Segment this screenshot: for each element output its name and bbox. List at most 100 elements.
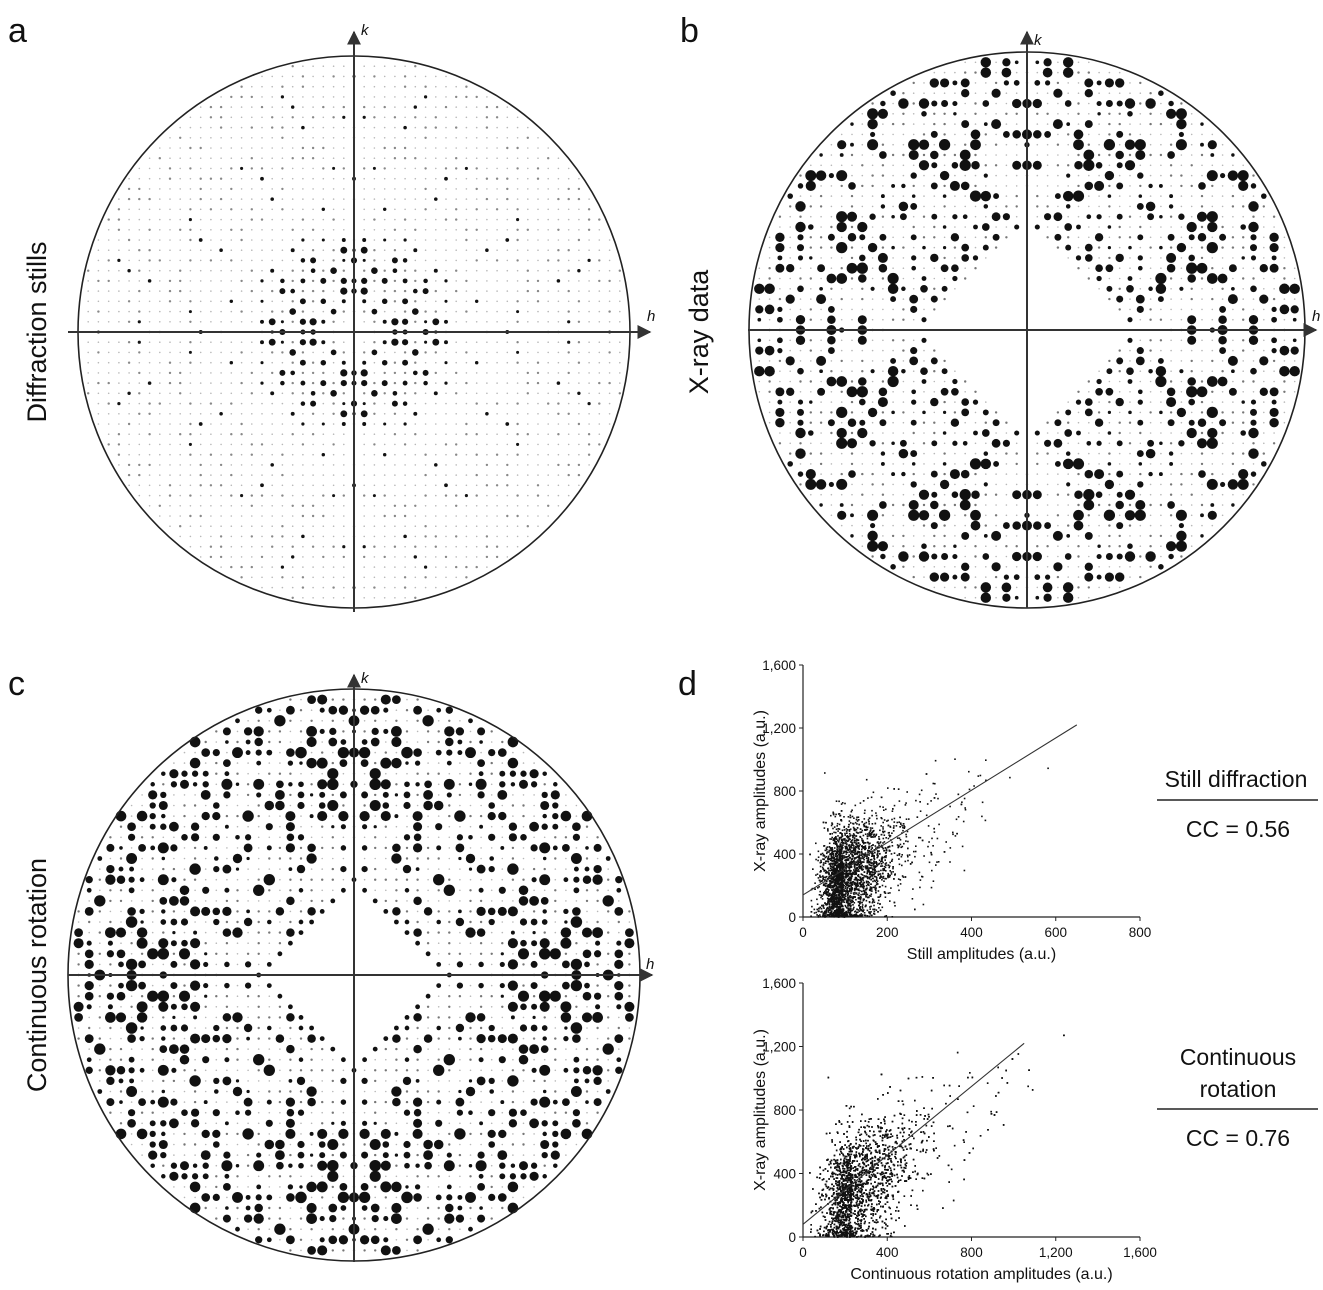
- spot: [952, 275, 958, 282]
- spot-weak: [598, 392, 601, 395]
- spot-weak: [516, 382, 519, 384]
- spot-weak: [445, 351, 447, 354]
- spot: [953, 544, 957, 548]
- spot-weak: [230, 137, 233, 139]
- spot-weak: [251, 361, 253, 364]
- spot-weak: [199, 280, 202, 282]
- spot-faint: [465, 351, 468, 354]
- spot: [105, 874, 116, 885]
- spot: [850, 513, 854, 518]
- spot-weak: [537, 341, 539, 344]
- spot: [119, 846, 123, 850]
- spot-weak: [435, 85, 437, 88]
- spot-weak: [343, 208, 345, 211]
- spot: [266, 1237, 272, 1243]
- spot-weak: [1015, 92, 1018, 94]
- spot-faint: [953, 411, 957, 414]
- spot: [1237, 170, 1249, 182]
- spot-weak: [954, 370, 956, 373]
- spot-weak: [322, 566, 325, 568]
- spot-map-b: [754, 57, 1300, 603]
- spot-weak: [527, 321, 529, 323]
- spot: [235, 1226, 240, 1232]
- spot: [235, 718, 240, 724]
- spot-weak: [424, 249, 427, 251]
- spot-weak: [383, 157, 386, 159]
- spot-weak: [1036, 566, 1039, 568]
- spot-weak: [1252, 308, 1255, 311]
- spot-weak: [220, 229, 222, 231]
- spot-faint: [881, 215, 885, 218]
- spot-weak: [343, 474, 345, 476]
- spot-weak: [130, 804, 133, 807]
- spot-weak: [527, 453, 529, 456]
- spot-weak: [261, 208, 263, 211]
- spot-weak: [220, 515, 222, 517]
- spot: [117, 258, 121, 263]
- spot-weak: [608, 259, 611, 262]
- spot-weak: [1211, 205, 1214, 208]
- spot-faint: [1252, 174, 1255, 177]
- spot-faint: [403, 514, 407, 518]
- spot-weak: [892, 308, 894, 311]
- spot: [383, 422, 387, 426]
- spot: [1032, 551, 1042, 562]
- spot-weak: [373, 423, 376, 425]
- spot: [310, 400, 317, 407]
- spot-faint: [291, 65, 294, 68]
- spot-weak: [1211, 463, 1214, 465]
- spot-faint: [168, 484, 172, 487]
- spot-weak: [1149, 391, 1152, 393]
- spot-weak: [179, 147, 181, 149]
- spot-weak: [1118, 586, 1121, 589]
- spot-weak: [226, 1090, 228, 1093]
- spot-faint: [199, 146, 202, 150]
- spot-weak: [1129, 535, 1131, 537]
- spot: [1127, 276, 1133, 281]
- spot: [105, 1065, 116, 1076]
- spot: [260, 176, 264, 181]
- spot-weak: [799, 195, 802, 197]
- spot-faint: [383, 494, 386, 497]
- spot-faint: [322, 105, 325, 109]
- spot-faint: [850, 431, 854, 435]
- spot-faint: [189, 341, 192, 344]
- spot-faint: [943, 472, 946, 476]
- spot-weak: [1221, 267, 1224, 270]
- spot-weak: [465, 525, 468, 527]
- spot-faint: [236, 1058, 239, 1061]
- spot-weak: [578, 433, 580, 436]
- spot-weak: [1098, 71, 1100, 74]
- spot-weak: [271, 484, 274, 487]
- spot-faint: [311, 433, 315, 436]
- spot: [1207, 510, 1217, 520]
- spot-faint: [902, 246, 905, 249]
- spot-weak: [861, 246, 864, 249]
- spot-weak: [215, 889, 218, 892]
- spot-weak: [271, 85, 274, 88]
- spot-faint: [850, 194, 854, 198]
- spot-weak: [1149, 360, 1152, 362]
- spot-weak: [302, 597, 304, 599]
- spot-faint: [1118, 431, 1121, 435]
- spot-weak: [882, 524, 884, 527]
- spot-weak: [527, 361, 529, 364]
- spot: [1145, 201, 1156, 212]
- spot-weak: [97, 402, 100, 405]
- spot-faint: [953, 503, 957, 507]
- spot-weak: [159, 351, 161, 354]
- spot-weak: [424, 361, 427, 364]
- spot-weak: [199, 300, 202, 303]
- spot-faint: [189, 320, 192, 323]
- spot-weak: [230, 280, 233, 282]
- spot-weak: [506, 116, 509, 119]
- spot-weak: [455, 300, 458, 303]
- spot-faint: [363, 351, 366, 354]
- spot-weak: [608, 239, 611, 241]
- spot-weak: [619, 361, 621, 364]
- spot: [265, 1119, 273, 1127]
- spot-faint: [819, 452, 823, 455]
- spot-weak: [322, 597, 325, 599]
- spot-faint: [434, 535, 437, 538]
- spot: [180, 1024, 189, 1032]
